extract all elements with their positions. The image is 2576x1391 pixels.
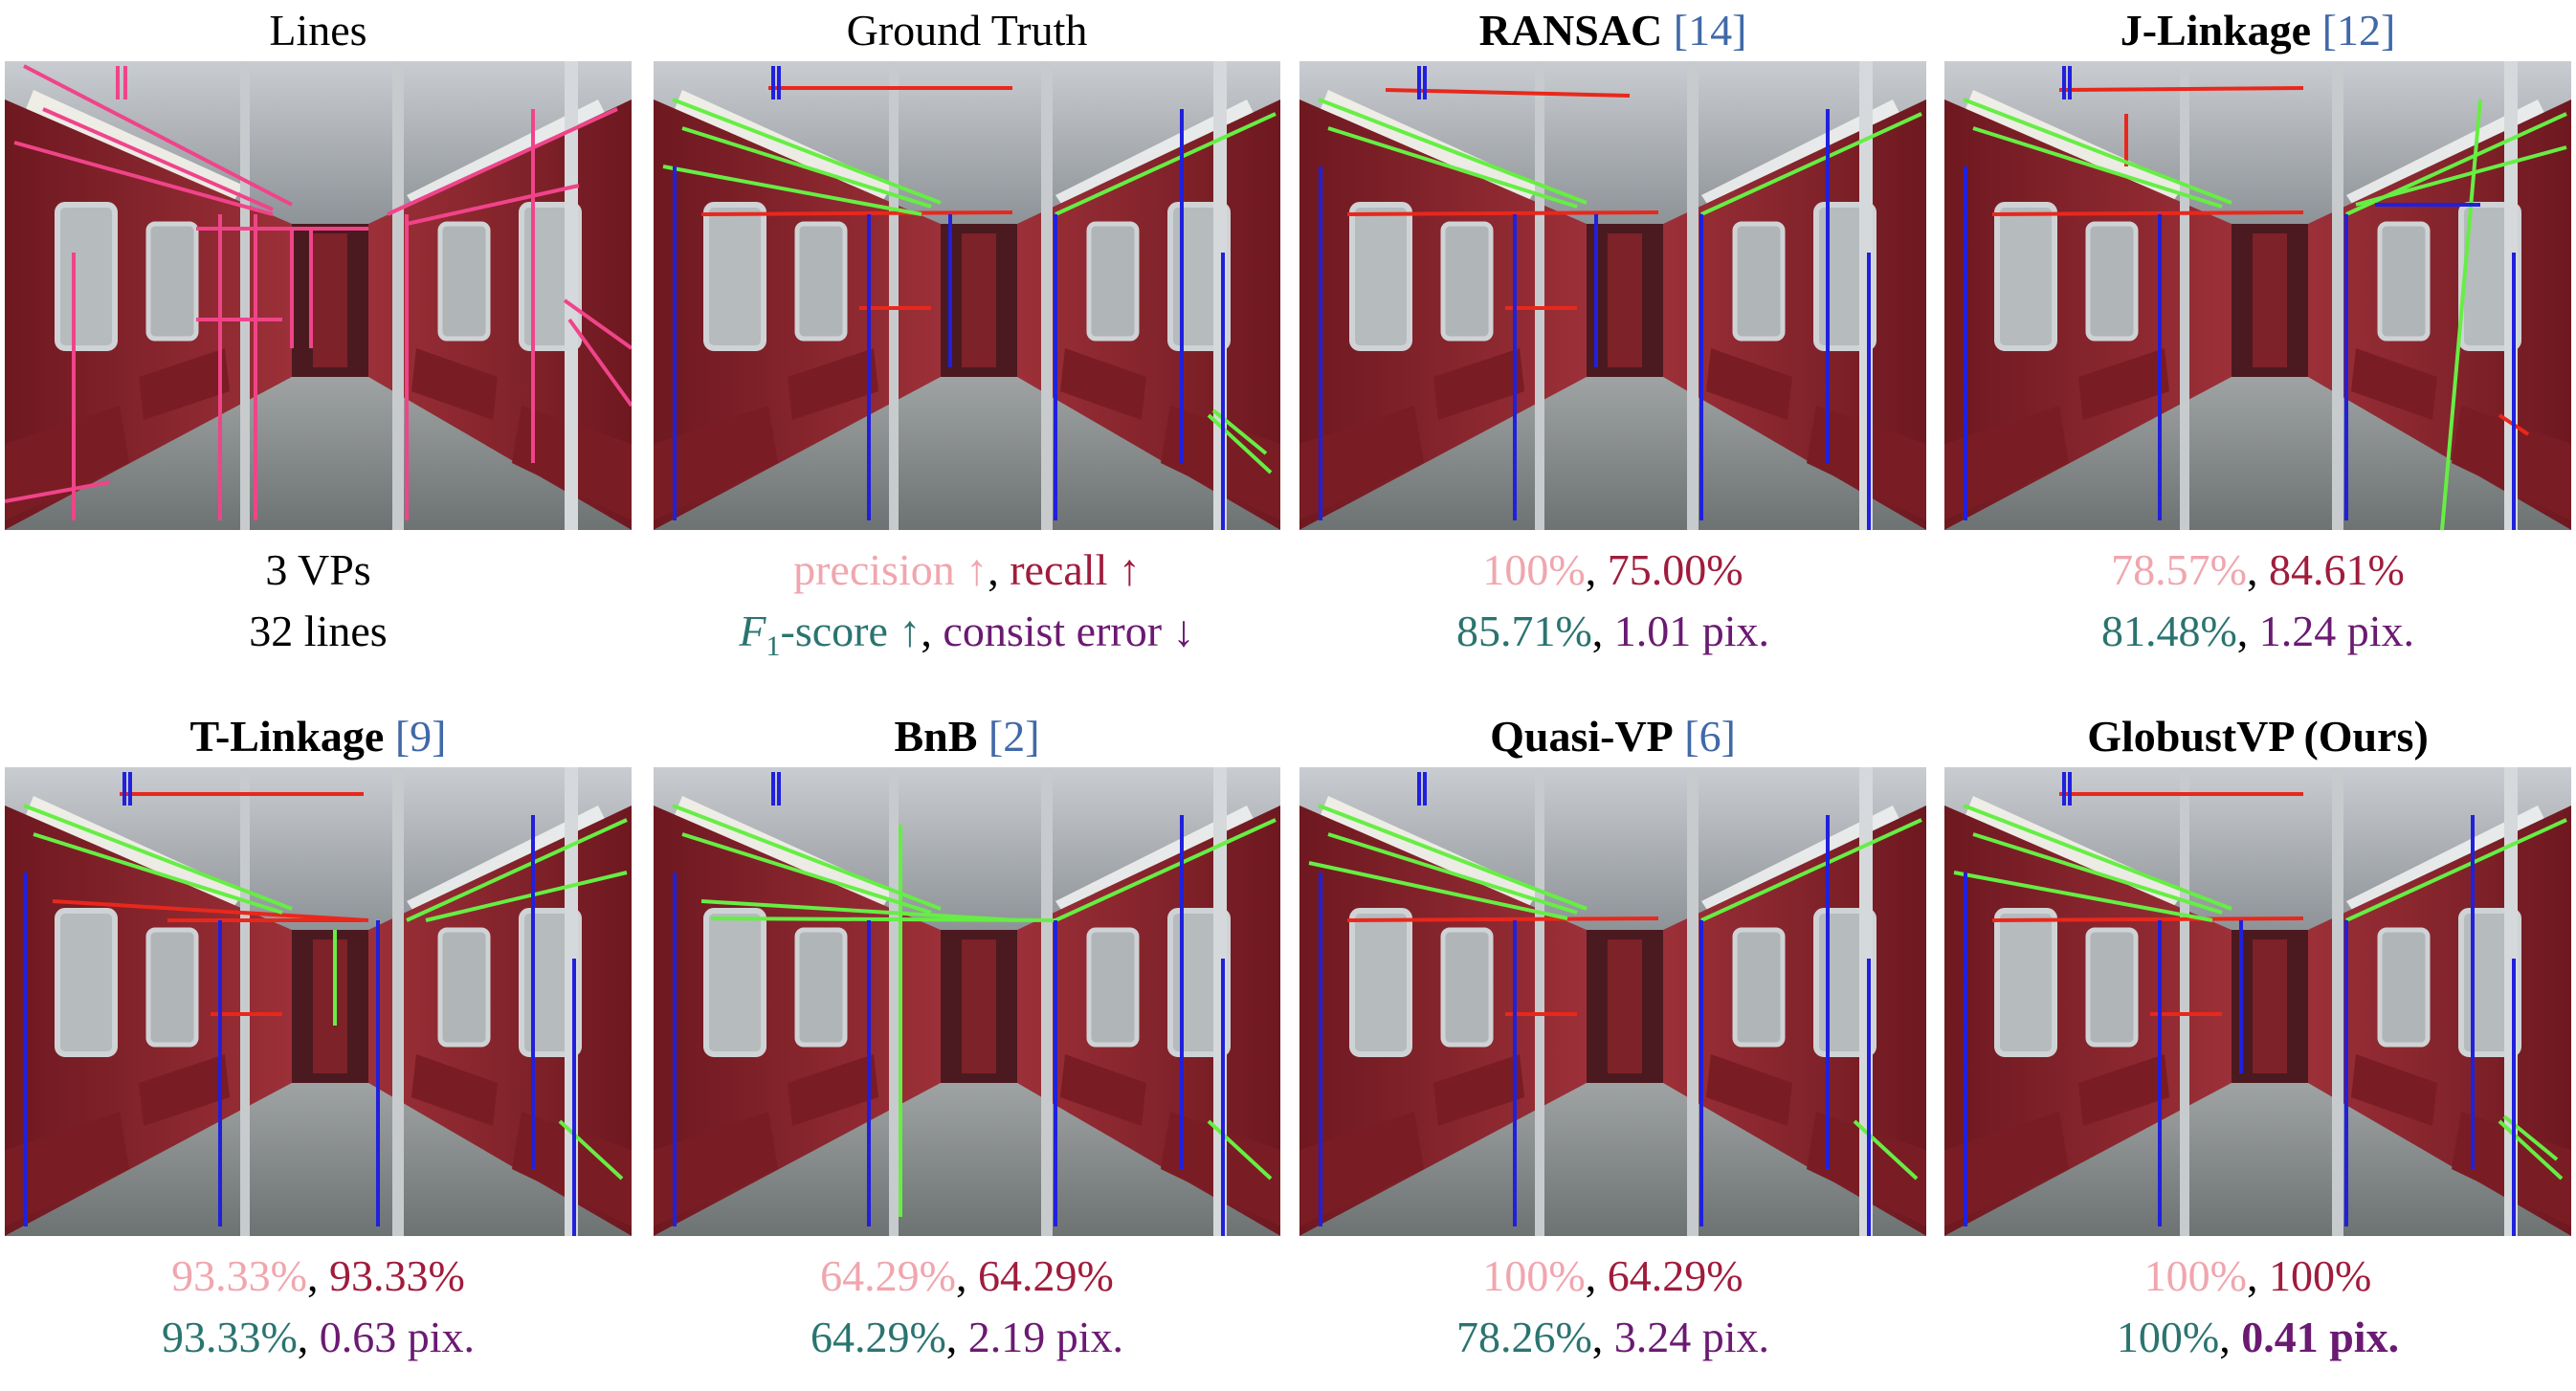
- recall-value: 84.61%: [2269, 545, 2405, 594]
- panel-j-linkage: J-Linkage [12]: [1944, 0, 2571, 662]
- panel-metrics: 100%, 75.00% 85.71%, 1.01 pix.: [1455, 545, 1770, 655]
- legend-recall: recall ↑: [1010, 545, 1141, 594]
- precision-value: 78.57%: [2111, 545, 2247, 594]
- f1-value: 93.33%: [161, 1313, 298, 1361]
- legend-error: consist error ↓: [943, 607, 1195, 655]
- error-value: 0.41 pix.: [2241, 1313, 2400, 1361]
- panel-quasi-vp: Quasi-VP [6] 100%, 64.29%: [1299, 706, 1926, 1368]
- error-value: 2.19 pix.: [967, 1313, 1124, 1361]
- legend-f1-sub: 1: [766, 630, 781, 663]
- panel-metrics: 100%, 64.29% 78.26%, 3.24 pix.: [1455, 1251, 1770, 1361]
- precision-value: 100%: [1482, 1251, 1586, 1300]
- citation: 14: [1688, 6, 1733, 55]
- precision-value: 100%: [1482, 545, 1586, 594]
- vp-count: 3 VPs: [265, 545, 371, 594]
- precision-value: 100%: [2143, 1251, 2247, 1300]
- panel-metrics: 93.33%, 93.33% 93.33%, 0.63 pix.: [161, 1251, 476, 1361]
- panel-title: BnB [2]: [894, 712, 1040, 761]
- citation: 9: [410, 712, 433, 761]
- panel-ransac: RANSAC [14] 100%, 75.00%: [1299, 0, 1926, 662]
- subway-image-ransac: [1299, 61, 1926, 530]
- panel-title: RANSAC [14]: [1478, 6, 1747, 55]
- subway-image-j-linkage: [1944, 61, 2571, 530]
- panel-info: 3 VPs 32 lines: [5, 530, 632, 662]
- recall-value: 64.29%: [1607, 1251, 1743, 1300]
- subway-image-globustvp: [1944, 767, 2571, 1236]
- subway-image-ground-truth: [654, 61, 1280, 530]
- panel-globustvp: GlobustVP (Ours): [1944, 706, 2571, 1368]
- legend-precision: precision ↑: [793, 545, 988, 594]
- panel-title: J-Linkage [12]: [2120, 6, 2396, 55]
- subway-image-quasi-vp: [1299, 767, 1926, 1236]
- panel-t-linkage: T-Linkage [9]: [5, 706, 632, 1368]
- recall-value: 93.33%: [329, 1251, 465, 1300]
- citation: 2: [1003, 712, 1026, 761]
- error-value: 1.01 pix.: [1613, 607, 1770, 655]
- subway-image-bnb: [654, 767, 1280, 1236]
- f1-value: 85.71%: [1455, 607, 1592, 655]
- line-count: 32 lines: [249, 607, 388, 655]
- f1-value: 81.48%: [2100, 607, 2237, 655]
- recall-value: 100%: [2269, 1251, 2372, 1300]
- f1-value: 78.26%: [1455, 1313, 1592, 1361]
- legend-f1-symbol: F: [739, 607, 766, 655]
- panel-metrics: 100%, 100% 100%, 0.41 pix.: [2116, 1251, 2400, 1361]
- legend-f1: -score ↑: [780, 607, 922, 655]
- panel-title: Lines: [269, 6, 367, 55]
- subway-image-t-linkage: [5, 767, 632, 1236]
- citation: 6: [1699, 712, 1721, 761]
- citation: 12: [2336, 6, 2381, 55]
- panel-bnb: BnB [2] 64.29%, 64.29%: [654, 706, 1280, 1368]
- panel-ground-truth: Ground Truth: [654, 0, 1280, 677]
- precision-value: 64.29%: [820, 1251, 956, 1300]
- recall-value: 75.00%: [1607, 545, 1743, 594]
- panel-metrics: 64.29%, 64.29% 64.29%, 2.19 pix.: [810, 1251, 1124, 1361]
- panel-lines: Lines: [5, 0, 632, 662]
- panel-title: GlobustVP (Ours): [2087, 712, 2429, 761]
- panel-title: T-Linkage [9]: [189, 712, 447, 761]
- f1-value: 100%: [2116, 1313, 2220, 1361]
- panel-metrics: 78.57%, 84.61% 81.48%, 1.24 pix.: [2100, 545, 2415, 655]
- recall-value: 64.29%: [978, 1251, 1114, 1300]
- panel-legend: precision ↑, recall ↑ F1-score ↑, consis…: [739, 545, 1195, 663]
- error-value: 3.24 pix.: [1613, 1313, 1770, 1361]
- f1-value: 64.29%: [810, 1313, 946, 1361]
- precision-value: 93.33%: [171, 1251, 307, 1300]
- panel-title: Quasi-VP [6]: [1490, 712, 1736, 761]
- panel-title: Ground Truth: [846, 6, 1088, 55]
- error-value: 1.24 pix.: [2258, 607, 2415, 655]
- subway-image-lines: [5, 61, 632, 530]
- error-value: 0.63 pix.: [319, 1313, 476, 1361]
